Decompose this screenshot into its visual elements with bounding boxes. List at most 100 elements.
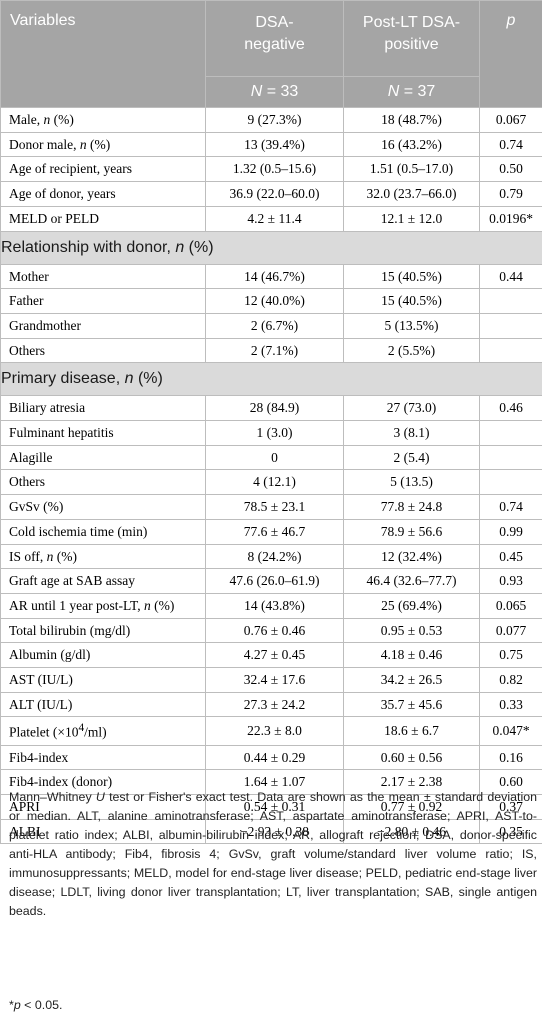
dsa-positive-value: 1.51 (0.5–17.0): [343, 156, 480, 183]
table-row: Cold ischemia time (min) 77.6 ± 46.7 78.9 …: [0, 518, 542, 545]
variable-label-tail: (%): [53, 548, 78, 564]
dsa-negative-value: 78.5 ± 23.1: [205, 494, 344, 520]
header-variables: Variables: [0, 0, 206, 108]
variable-label: Albumin (g/dl): [9, 647, 91, 663]
variable-label-italic: n: [79, 136, 87, 152]
variable-label: GvSv (%): [9, 499, 64, 515]
sig-tail: < 0.05.: [20, 998, 63, 1012]
p-value: 0.74: [479, 131, 542, 158]
variable-label: ALT (IU/L): [9, 696, 73, 712]
variable-label-tail: (%): [86, 136, 111, 152]
section-label: Relationship with donor,: [1, 238, 176, 256]
variable-label-italic: n: [46, 548, 54, 564]
dsa-positive-value: 46.4 (32.6–77.7): [343, 568, 480, 594]
section-relationship-cell: Relationship with donor, n (%): [0, 230, 542, 265]
dsa-negative-value: −2.93 ± 0.38: [205, 818, 344, 845]
p-value: 0.077: [479, 617, 542, 644]
variable-label: APRI: [9, 799, 40, 815]
dsa-positive-value: 15 (40.5%): [343, 263, 480, 290]
dsa-positive-value: 5 (13.5): [343, 469, 480, 496]
dsa-positive-value: 0.60 ± 0.56: [343, 744, 480, 771]
table-footnote: Mann–Whitney U test or Fisher's exact te…: [9, 788, 537, 921]
dsa-negative-value: 2 (7.1%): [205, 337, 344, 364]
variable-cell: Father: [0, 288, 206, 314]
dsa-negative-value: 12 (40.0%): [205, 288, 344, 314]
variable-label: MELD or PELD: [9, 210, 99, 226]
dsa-positive-value: 12 (32.4%): [343, 543, 480, 570]
dsa-negative-value: 8 (24.2%): [205, 543, 344, 570]
p-value: 0.60: [479, 769, 542, 796]
p-value: [479, 337, 542, 364]
variable-cell: GvSv (%): [0, 494, 206, 520]
header-col1-line2: negative: [244, 36, 305, 53]
variable-label: Total bilirubin (mg/dl): [9, 622, 131, 638]
footnote-u: U: [95, 790, 105, 804]
section-label-italic: n: [124, 370, 134, 388]
dsa-positive-value: 3 (8.1): [343, 420, 480, 446]
variable-label: Alagille: [9, 449, 53, 465]
p-value: 0.79: [479, 181, 542, 207]
dsa-positive-value: 5 (13.5%): [343, 312, 480, 339]
variable-label: Fib4-index: [9, 749, 69, 765]
variable-cell: Age of donor, years: [0, 181, 206, 207]
variable-cell: Cold ischemia time (min): [0, 518, 206, 545]
variable-cell: Albumin (g/dl): [0, 642, 206, 669]
table-row: Age of donor, years 36.9 (22.0–60.0) 32.0 …: [0, 181, 542, 207]
variable-cell: ALBI: [0, 818, 206, 845]
dsa-positive-value: 32.0 (23.7–66.0): [343, 181, 480, 207]
p-value: 0.047*: [479, 716, 542, 746]
dsa-negative-value: 22.3 ± 8.0: [205, 716, 344, 746]
variable-label: Fib4-index (donor): [9, 774, 113, 790]
n-positive-value: = 37: [399, 83, 436, 100]
p-value: 0.50: [479, 156, 542, 183]
n-symbol: N: [250, 83, 263, 100]
dsa-positive-value: 25 (69.4%): [343, 592, 480, 619]
variable-cell: Fulminant hepatitis: [0, 420, 206, 446]
dsa-positive-value: 0.77 ± 0.92: [343, 794, 480, 820]
table-row: ALT (IU/L) 27.3 ± 24.2 35.7 ± 45.6 0.33: [0, 691, 542, 718]
p-value: 0.067: [479, 107, 542, 133]
sig-star: *: [9, 998, 14, 1012]
header-n-positive: N = 37: [343, 76, 480, 108]
variable-cell: Fib4-index: [0, 744, 206, 771]
table-row: Fib4-index (donor) 1.64 ± 1.07 2.17 ± 2.38…: [0, 769, 542, 796]
significance-note: *p < 0.05.: [9, 996, 62, 1015]
table-row: Mother 14 (46.7%) 15 (40.5%) 0.44: [0, 263, 542, 290]
dsa-positive-value: 27 (73.0): [343, 395, 480, 422]
variable-label: Graft age at SAB assay: [9, 573, 135, 589]
table-row: AR until 1 year post-LT, n (%) 14 (43.8%)…: [0, 592, 542, 619]
dsa-negative-value: 1 (3.0): [205, 420, 344, 446]
p-value: [479, 288, 542, 314]
variable-label: IS off,: [9, 548, 47, 564]
variable-label-italic: n: [43, 112, 51, 127]
p-value: 0.99: [479, 518, 542, 545]
variable-label: Grandmother: [9, 317, 81, 333]
table-row: Platelet (×104/ml) 22.3 ± 8.0 18.6 ± 6.7 0.…: [0, 716, 542, 746]
dsa-negative-value: 13 (39.4%): [205, 131, 344, 158]
header-p: p: [479, 0, 542, 108]
p-value: 0.33: [479, 691, 542, 718]
variable-cell: Grandmother: [0, 312, 206, 339]
variable-cell: Mother: [0, 263, 206, 290]
dsa-positive-value: 78.9 ± 56.6: [343, 518, 480, 545]
dsa-negative-value: 0.44 ± 0.29: [205, 744, 344, 771]
header-n-negative: N = 33: [205, 76, 344, 108]
dsa-positive-value: 4.18 ± 0.46: [343, 642, 480, 669]
variable-label: Others: [9, 342, 45, 358]
p-value: 0.37: [479, 794, 542, 820]
section-label-tail: (%): [184, 238, 214, 256]
table-row: Male, n (%) 9 (27.3%) 18 (48.7%) 0.067: [0, 107, 542, 133]
header-dsa-negative: DSA- negative: [205, 0, 344, 77]
variable-label-tail: (%): [150, 597, 175, 613]
section-primary-disease: Primary disease, n (%): [0, 362, 542, 397]
table-row: Fib4-index 0.44 ± 0.29 0.60 ± 0.56 0.16: [0, 744, 542, 771]
variable-label: Fulminant hepatitis: [9, 425, 114, 441]
footnote-text-1: Mann–Whitney: [9, 790, 96, 804]
p-value: [479, 312, 542, 339]
header-col2-line1: Post-LT DSA-: [362, 14, 461, 31]
table-row: Fulminant hepatitis 1 (3.0) 3 (8.1): [0, 420, 542, 446]
dsa-negative-value: 1.32 (0.5–15.6): [205, 156, 344, 183]
header-row: Variables DSA- negative Post-LT DSA- pos…: [0, 0, 542, 108]
dsa-negative-value: 14 (46.7%): [205, 263, 344, 290]
variable-cell: Male, n (%): [0, 107, 206, 133]
